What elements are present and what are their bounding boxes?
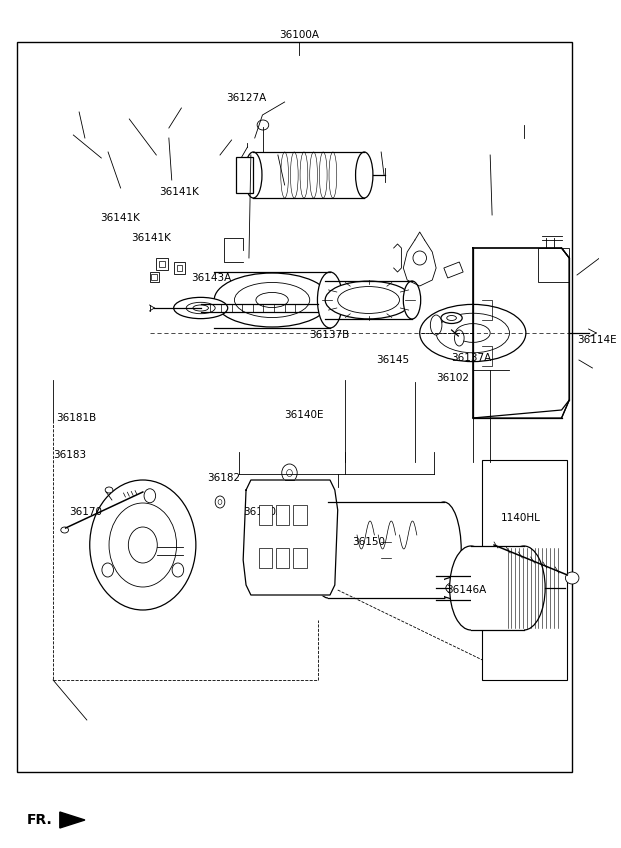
Text: 36141K: 36141K xyxy=(159,187,199,197)
Bar xyxy=(258,548,272,568)
Text: 36100A: 36100A xyxy=(279,30,319,40)
Polygon shape xyxy=(473,248,569,418)
Ellipse shape xyxy=(90,480,196,610)
Ellipse shape xyxy=(129,527,157,563)
Ellipse shape xyxy=(186,302,215,314)
Text: 36145: 36145 xyxy=(376,355,409,365)
Ellipse shape xyxy=(245,152,262,198)
Text: 36170: 36170 xyxy=(70,507,102,517)
Ellipse shape xyxy=(172,563,184,577)
Bar xyxy=(293,548,307,568)
Text: 36102: 36102 xyxy=(436,373,469,383)
Text: FR.: FR. xyxy=(27,813,53,827)
Ellipse shape xyxy=(436,313,509,353)
Ellipse shape xyxy=(144,488,156,503)
Ellipse shape xyxy=(481,576,492,600)
Ellipse shape xyxy=(105,487,113,493)
Text: 36181B: 36181B xyxy=(56,413,96,423)
Ellipse shape xyxy=(446,581,477,595)
Text: 36143A: 36143A xyxy=(191,273,231,283)
Polygon shape xyxy=(60,812,85,828)
Ellipse shape xyxy=(436,577,486,600)
Text: 36137A: 36137A xyxy=(451,353,492,363)
Ellipse shape xyxy=(455,330,464,346)
Bar xyxy=(176,265,183,271)
Ellipse shape xyxy=(446,315,456,321)
Polygon shape xyxy=(444,262,463,278)
Ellipse shape xyxy=(286,470,292,477)
Text: 36146A: 36146A xyxy=(446,585,486,595)
Ellipse shape xyxy=(455,324,490,343)
Bar xyxy=(538,248,569,282)
Text: 36183: 36183 xyxy=(53,450,86,460)
Bar xyxy=(471,546,524,630)
Ellipse shape xyxy=(257,120,269,130)
Bar xyxy=(236,157,253,193)
Text: 36141K: 36141K xyxy=(131,233,171,243)
Ellipse shape xyxy=(193,305,209,311)
Polygon shape xyxy=(243,480,338,595)
Ellipse shape xyxy=(282,464,297,482)
Bar xyxy=(152,274,157,280)
Ellipse shape xyxy=(265,512,314,568)
Bar xyxy=(276,505,289,525)
Ellipse shape xyxy=(102,563,114,577)
Ellipse shape xyxy=(214,273,330,327)
Ellipse shape xyxy=(403,281,420,319)
Bar xyxy=(483,460,568,680)
Ellipse shape xyxy=(109,503,176,587)
Bar xyxy=(174,262,185,274)
Text: 36114E: 36114E xyxy=(577,335,617,345)
Bar xyxy=(276,548,289,568)
Ellipse shape xyxy=(338,287,399,314)
Text: 36127A: 36127A xyxy=(226,93,266,103)
Text: 36140E: 36140E xyxy=(284,410,324,420)
Bar xyxy=(258,505,272,525)
Text: 36137B: 36137B xyxy=(309,330,349,340)
Text: 36170A: 36170A xyxy=(243,507,283,517)
Bar xyxy=(328,502,444,598)
Ellipse shape xyxy=(218,499,222,505)
Bar xyxy=(150,272,159,282)
Ellipse shape xyxy=(61,527,68,533)
Ellipse shape xyxy=(430,315,442,335)
Bar xyxy=(293,505,307,525)
Ellipse shape xyxy=(503,546,545,630)
Ellipse shape xyxy=(256,293,288,308)
Ellipse shape xyxy=(174,298,228,319)
Ellipse shape xyxy=(566,572,579,584)
Ellipse shape xyxy=(317,272,343,328)
Bar xyxy=(156,258,168,270)
Ellipse shape xyxy=(420,304,526,361)
Ellipse shape xyxy=(441,313,462,323)
Ellipse shape xyxy=(325,281,412,319)
Ellipse shape xyxy=(215,496,225,508)
Text: 1140HL: 1140HL xyxy=(501,513,541,523)
Bar xyxy=(17,42,572,772)
Ellipse shape xyxy=(413,251,427,265)
Ellipse shape xyxy=(356,152,373,198)
Bar xyxy=(159,261,165,267)
Text: 36182: 36182 xyxy=(207,473,240,483)
Text: 36141K: 36141K xyxy=(101,213,140,223)
Text: 36150: 36150 xyxy=(352,537,385,547)
Bar xyxy=(253,152,365,198)
Ellipse shape xyxy=(427,502,461,598)
Ellipse shape xyxy=(235,282,310,317)
Ellipse shape xyxy=(450,546,492,630)
